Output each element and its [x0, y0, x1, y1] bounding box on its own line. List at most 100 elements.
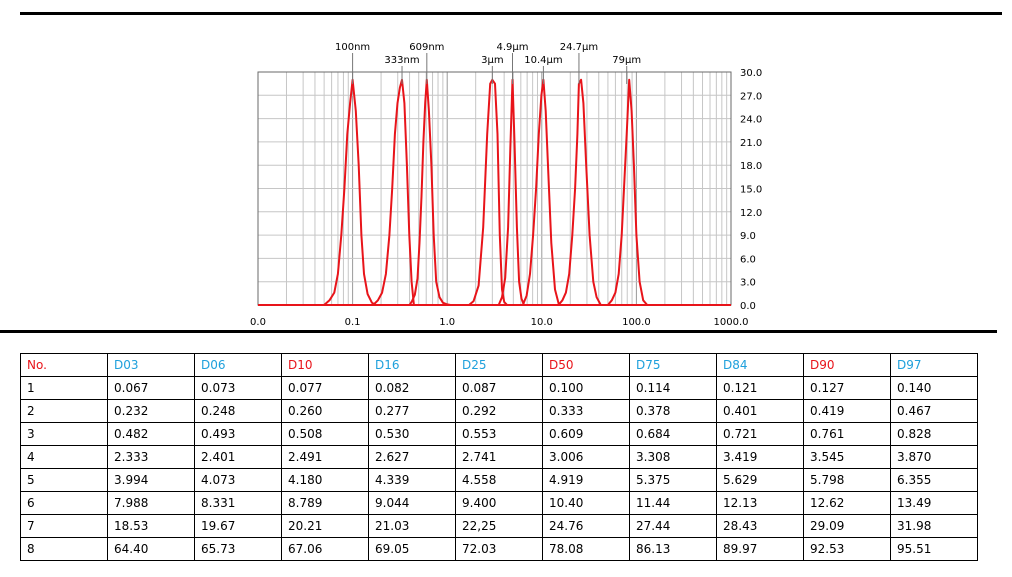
table-cell: 2.741	[455, 445, 543, 469]
distribution-curve-8	[607, 78, 648, 306]
table-cell: 28.43	[716, 514, 804, 538]
table-cell: 67.06	[281, 537, 369, 561]
distribution-curve-1	[323, 78, 377, 306]
table-cell: 0.140	[890, 376, 978, 400]
table-cell: 19.67	[194, 514, 282, 538]
table-cell: 0.114	[629, 376, 717, 400]
table-cell: 0.761	[803, 422, 891, 446]
column-header: D10	[281, 353, 369, 377]
column-header: D97	[890, 353, 978, 377]
table-cell: 12.13	[716, 491, 804, 515]
table-cell: 7.988	[107, 491, 195, 515]
table-cell: 3.994	[107, 468, 195, 492]
column-header: D06	[194, 353, 282, 377]
table-cell: 31.98	[890, 514, 978, 538]
table-cell: 89.97	[716, 537, 804, 561]
table-cell: 13.49	[890, 491, 978, 515]
peak-label: 333nm	[384, 55, 419, 66]
table-cell: 86.13	[629, 537, 717, 561]
peak-label: 609nm	[409, 42, 444, 53]
x-tick-label: 100.0	[622, 317, 651, 328]
table-cell: 64.40	[107, 537, 195, 561]
y-tick-label: 0.0	[740, 301, 756, 312]
table-cell: 4.339	[368, 468, 456, 492]
table-cell: 24.76	[542, 514, 630, 538]
table-cell: 29.09	[803, 514, 891, 538]
table-cell: 0.609	[542, 422, 630, 446]
table-cell: 65.73	[194, 537, 282, 561]
table-cell: 0.493	[194, 422, 282, 446]
row-number-cell: 7	[20, 514, 108, 538]
x-tick-label: 1.0	[439, 317, 455, 328]
table-cell: 0.121	[716, 376, 804, 400]
distribution-curve-3	[408, 78, 451, 306]
distribution-curve-2	[372, 78, 415, 306]
table-cell: 2.627	[368, 445, 456, 469]
table-cell: 0.082	[368, 376, 456, 400]
table-cell: 9.044	[368, 491, 456, 515]
x-tick-label: 10.0	[531, 317, 553, 328]
table-row: 1 0.067 0.073 0.077 0.082 0.087 0.100 0.114 0.12…	[20, 376, 978, 400]
peak-label: 3μm	[481, 55, 503, 66]
y-tick-label: 27.0	[740, 91, 762, 102]
table-cell: 0.277	[368, 399, 456, 423]
row-number-cell: 6	[20, 491, 108, 515]
table-cell: 0.248	[194, 399, 282, 423]
y-tick-labels: 0.0 3.0 6.0 9.0 12.0 15.0 18.0 21.0 24.0 27.0 30.0	[740, 68, 762, 312]
column-header: D25	[455, 353, 543, 377]
row-number-cell: 4	[20, 445, 108, 469]
y-tick-label: 18.0	[740, 161, 762, 172]
x-tick-label: 0.0	[250, 317, 266, 328]
table-cell: 20.21	[281, 514, 369, 538]
table-cell: 21.03	[368, 514, 456, 538]
table-cell: 78.08	[542, 537, 630, 561]
column-header: D75	[629, 353, 717, 377]
table-cell: 0.508	[281, 422, 369, 446]
table-cell: 11.44	[629, 491, 717, 515]
distribution-curve-7	[557, 78, 602, 306]
table-row: 5 3.994 4.073 4.180 4.339 4.558 4.919 5.375 5.62…	[20, 468, 978, 492]
table-cell: 12.62	[803, 491, 891, 515]
y-tick-label: 21.0	[740, 138, 762, 149]
table-row: 2 0.232 0.248 0.260 0.277 0.292 0.333 0.378 0.40…	[20, 399, 978, 423]
distribution-curve-4	[468, 78, 508, 306]
table-cell: 5.375	[629, 468, 717, 492]
table-cell: 0.232	[107, 399, 195, 423]
table-cell: 5.629	[716, 468, 804, 492]
table-cell: 4.919	[542, 468, 630, 492]
column-header: D03	[107, 353, 195, 377]
table-cell: 0.077	[281, 376, 369, 400]
y-tick-label: 15.0	[740, 185, 762, 196]
table-row: 3 0.482 0.493 0.508 0.530 0.553 0.609 0.684 0.72…	[20, 422, 978, 446]
table-cell: 0.127	[803, 376, 891, 400]
table-cell: 4.073	[194, 468, 282, 492]
particle-size-distribution-chart: 100nm333nm609nm3μm4.9μm10.4μm24.7μm79μm …	[250, 42, 762, 328]
row-number-cell: 5	[20, 468, 108, 492]
table-cell: 3.308	[629, 445, 717, 469]
column-header: D16	[368, 353, 456, 377]
y-tick-label: 9.0	[740, 231, 756, 242]
table-cell: 3.419	[716, 445, 804, 469]
distribution-curves	[258, 78, 731, 306]
table-cell: 22,25	[455, 514, 543, 538]
table-cell: 92.53	[803, 537, 891, 561]
table-cell: 0.333	[542, 399, 630, 423]
table-cell: 18.53	[107, 514, 195, 538]
table-cell: 3.006	[542, 445, 630, 469]
table-cell: 6.355	[890, 468, 978, 492]
table-cell: 9.400	[455, 491, 543, 515]
column-header: D84	[716, 353, 804, 377]
chart-grid	[257, 71, 731, 306]
y-tick-label: 6.0	[740, 254, 756, 265]
distribution-curve-6	[521, 78, 560, 306]
table-cell: 0.419	[803, 399, 891, 423]
table-cell: 0.378	[629, 399, 717, 423]
table-cell: 2.333	[107, 445, 195, 469]
table-cell: 0.482	[107, 422, 195, 446]
table-cell: 95.51	[890, 537, 978, 561]
table-cell: 0.553	[455, 422, 543, 446]
column-header: No.	[20, 353, 108, 377]
table-cell: 0.067	[107, 376, 195, 400]
table-cell: 2.401	[194, 445, 282, 469]
table-row: 7 18.53 19.67 20.21 21.03 22,25 24.76 27.44 28.4…	[20, 514, 978, 538]
